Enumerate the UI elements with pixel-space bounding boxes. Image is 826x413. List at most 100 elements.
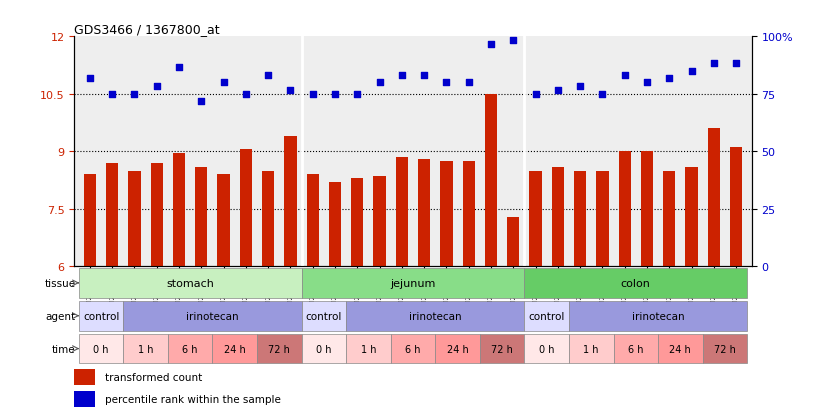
Bar: [574, 171, 586, 267]
Bar: [83, 175, 96, 267]
Text: 0 h: 0 h: [316, 344, 331, 354]
Text: 24 h: 24 h: [670, 344, 691, 354]
Bar: [708, 129, 720, 267]
Text: 24 h: 24 h: [224, 344, 245, 354]
Bar: [703, 334, 748, 363]
Bar: [301, 268, 525, 298]
Text: control: control: [83, 311, 119, 321]
Bar: [78, 268, 301, 298]
Point: [417, 72, 430, 79]
Text: control: control: [529, 311, 565, 321]
Point: [729, 61, 743, 67]
Text: 6 h: 6 h: [183, 344, 198, 354]
Bar: [552, 167, 564, 267]
Bar: [217, 175, 230, 267]
Bar: [351, 179, 363, 267]
Text: 24 h: 24 h: [447, 344, 468, 354]
Bar: [301, 301, 346, 331]
Bar: [529, 171, 542, 267]
Text: 72 h: 72 h: [491, 344, 513, 354]
Text: control: control: [306, 311, 342, 321]
Bar: [663, 171, 676, 267]
Bar: [614, 334, 658, 363]
Text: 72 h: 72 h: [714, 344, 736, 354]
Bar: [686, 167, 698, 267]
Bar: [123, 334, 168, 363]
Bar: [212, 334, 257, 363]
Bar: [257, 334, 301, 363]
Point: [106, 91, 119, 98]
Text: tissue: tissue: [45, 278, 75, 288]
Point: [83, 76, 97, 83]
Point: [173, 64, 186, 71]
Text: jejunum: jejunum: [391, 278, 435, 288]
Text: 1 h: 1 h: [138, 344, 154, 354]
Text: 6 h: 6 h: [406, 344, 420, 354]
Bar: [240, 150, 252, 267]
Bar: [658, 334, 703, 363]
Point: [128, 91, 141, 98]
Bar: [525, 334, 569, 363]
Point: [150, 83, 164, 90]
Bar: [78, 301, 123, 331]
Point: [573, 83, 586, 90]
Bar: [569, 301, 748, 331]
Bar: [641, 152, 653, 267]
Bar: [262, 171, 274, 267]
Bar: [74, 370, 95, 385]
Point: [506, 38, 520, 44]
Bar: [306, 175, 319, 267]
Text: agent: agent: [45, 311, 75, 321]
Bar: [396, 158, 408, 267]
Text: transformed count: transformed count: [105, 373, 202, 382]
Bar: [435, 334, 480, 363]
Text: percentile rank within the sample: percentile rank within the sample: [105, 394, 281, 404]
Point: [217, 80, 230, 86]
Text: 72 h: 72 h: [268, 344, 290, 354]
Point: [484, 42, 497, 48]
Text: GDS3466 / 1367800_at: GDS3466 / 1367800_at: [74, 23, 220, 36]
Point: [707, 61, 720, 67]
Point: [195, 99, 208, 105]
Bar: [730, 148, 743, 267]
Bar: [106, 164, 118, 267]
Bar: [168, 334, 212, 363]
Bar: [301, 334, 346, 363]
Bar: [173, 154, 185, 267]
Point: [262, 72, 275, 79]
Point: [640, 80, 653, 86]
Bar: [346, 301, 525, 331]
Text: 0 h: 0 h: [93, 344, 109, 354]
Text: stomach: stomach: [166, 278, 214, 288]
Point: [596, 91, 609, 98]
Point: [685, 68, 698, 75]
Text: 6 h: 6 h: [628, 344, 643, 354]
Bar: [485, 95, 497, 267]
Point: [396, 72, 409, 79]
Text: 0 h: 0 h: [539, 344, 554, 354]
Bar: [128, 171, 140, 267]
Bar: [507, 217, 520, 267]
Text: irinotecan: irinotecan: [409, 311, 462, 321]
Bar: [391, 334, 435, 363]
Bar: [284, 137, 297, 267]
Bar: [150, 164, 163, 267]
Point: [240, 91, 253, 98]
Point: [529, 91, 542, 98]
Bar: [123, 301, 301, 331]
Point: [439, 80, 453, 86]
Text: 1 h: 1 h: [583, 344, 599, 354]
Point: [551, 88, 564, 94]
Bar: [596, 171, 609, 267]
Text: time: time: [52, 344, 75, 354]
Point: [618, 72, 631, 79]
Point: [373, 80, 387, 86]
Bar: [418, 159, 430, 267]
Text: 1 h: 1 h: [361, 344, 376, 354]
Bar: [463, 161, 475, 267]
Point: [462, 80, 475, 86]
Point: [284, 88, 297, 94]
Bar: [373, 177, 386, 267]
Bar: [346, 334, 391, 363]
Bar: [74, 392, 95, 407]
